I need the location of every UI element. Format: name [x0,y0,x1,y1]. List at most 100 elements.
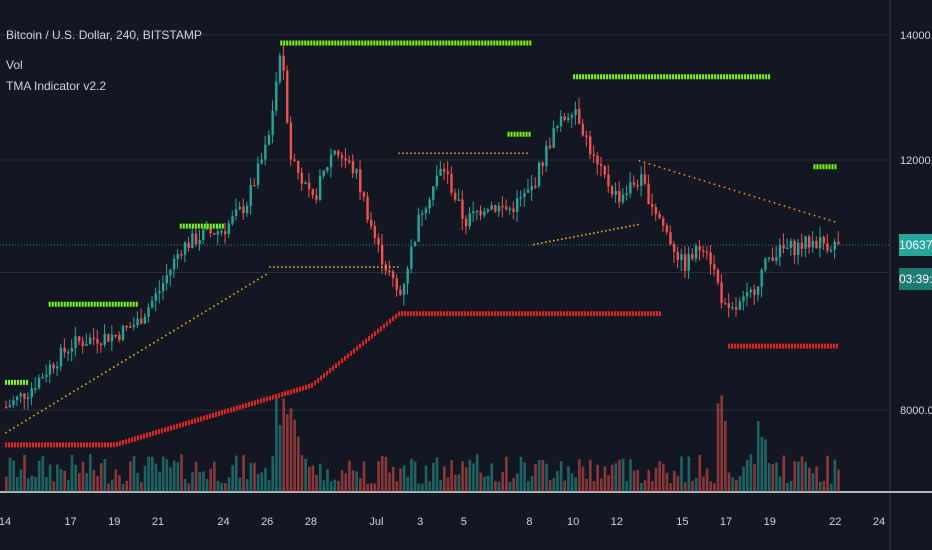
tma-lower-mark [437,311,439,317]
tma-upper-mark [349,40,352,46]
volume-bar [151,457,154,492]
tma-upper-mark [427,40,430,46]
tma-lower-mark [656,311,658,317]
tma-lower-mark [350,350,352,356]
tma-upper-mark [675,74,678,80]
tma-upper-mark [636,74,639,80]
tma-lower-mark [218,411,220,417]
tma-orange-mark [753,195,756,198]
tma-lower-mark [647,311,649,317]
volume-bar [234,455,238,492]
tma-upper-mark [439,40,442,46]
tma-lower-mark [59,442,61,448]
tma-mid-mark [549,240,551,243]
volume-bar [74,464,77,492]
tma-upper-mark [735,74,738,80]
tma-upper-mark [529,40,532,46]
candle-body [516,198,519,212]
candle-body [450,173,453,193]
tma-lower-mark [548,311,550,317]
candle-body [216,231,220,235]
tma-lower-mark [275,393,277,399]
tma-orange-mark [430,152,432,155]
tma-orange-mark [482,152,484,155]
tma-orange-mark [653,164,656,167]
x-tick-label: 12 [611,516,623,528]
tma-upper-mark [66,301,69,307]
volume-bar [519,456,523,492]
tma-upper-mark [615,74,618,80]
tma-orange-mark [833,220,836,223]
volume-bar [610,464,614,492]
tma-orange-mark [798,210,801,212]
tma-upper-mark [708,74,711,80]
tma-lower-mark [317,377,319,383]
tma-lower-mark [470,311,472,317]
tma-mid-mark [625,226,627,228]
tma-orange-mark [438,152,440,155]
volume-bar [99,463,103,492]
tma-lower-mark [188,420,190,426]
tma-mid-mark [61,397,63,400]
tma-lower-mark [599,311,601,317]
candle-body [136,318,139,326]
tma-lower-mark [578,311,580,317]
tma-upper-mark [298,40,301,46]
tma-lower-mark [836,343,838,349]
volume-bar [41,456,45,492]
tma-mid-mark [77,388,79,390]
volume-bar [421,483,424,492]
tma-mid-mark [613,228,615,231]
tma-lower-mark [32,442,34,448]
tma-lower-mark [95,442,97,448]
tma-mid-mark [189,320,191,322]
tma-lower-mark [299,386,301,392]
volume-bar [822,480,826,492]
volume-bar [457,474,461,492]
candle-body [253,184,256,187]
volume-bar [380,456,384,492]
tma-orange-mark [522,152,524,155]
tma-upper-mark [361,40,364,46]
tma-mid-mark [97,375,99,378]
tma-mid-mark [605,229,607,232]
tma-lower-mark [785,343,787,349]
volume-bar [669,483,672,492]
volume-bar [475,454,479,492]
tma-mid-mark [69,392,71,395]
volume-bar [366,483,369,492]
tma-lower-mark [605,311,607,317]
tma-lower-mark [254,400,256,406]
tma-lower-mark [494,311,496,317]
volume-bar [143,465,147,492]
tma-upper-mark [132,301,135,307]
tma-orange-mark [446,152,448,155]
volume-bar [286,414,289,492]
volume-bar [530,476,534,492]
tma-lower-mark [524,311,526,317]
tma-lower-mark [62,442,64,448]
volume-bar [180,454,183,492]
tma-orange-mark [426,152,428,155]
x-tick-label: 5 [461,516,467,528]
tma-lower-mark [479,311,481,317]
candle-body [140,318,143,324]
tma-lower-mark [410,311,412,317]
tma-upper-mark [212,223,215,229]
candle-body [453,192,457,200]
tma-mid-mark [49,405,51,407]
candle-body [552,128,555,148]
candle-body [735,307,738,310]
volume-bar [709,481,713,492]
tma-lower-mark [185,421,187,427]
tma-mid-mark [253,281,255,283]
candle-body [19,393,22,397]
volume-bar [34,477,37,492]
volume-bar [121,483,125,492]
tma-mid-mark [125,358,127,361]
tma-mid-mark [45,407,47,410]
candle-body [245,205,249,214]
tma-lower-mark [398,311,400,317]
tma-mid-mark [357,266,359,268]
